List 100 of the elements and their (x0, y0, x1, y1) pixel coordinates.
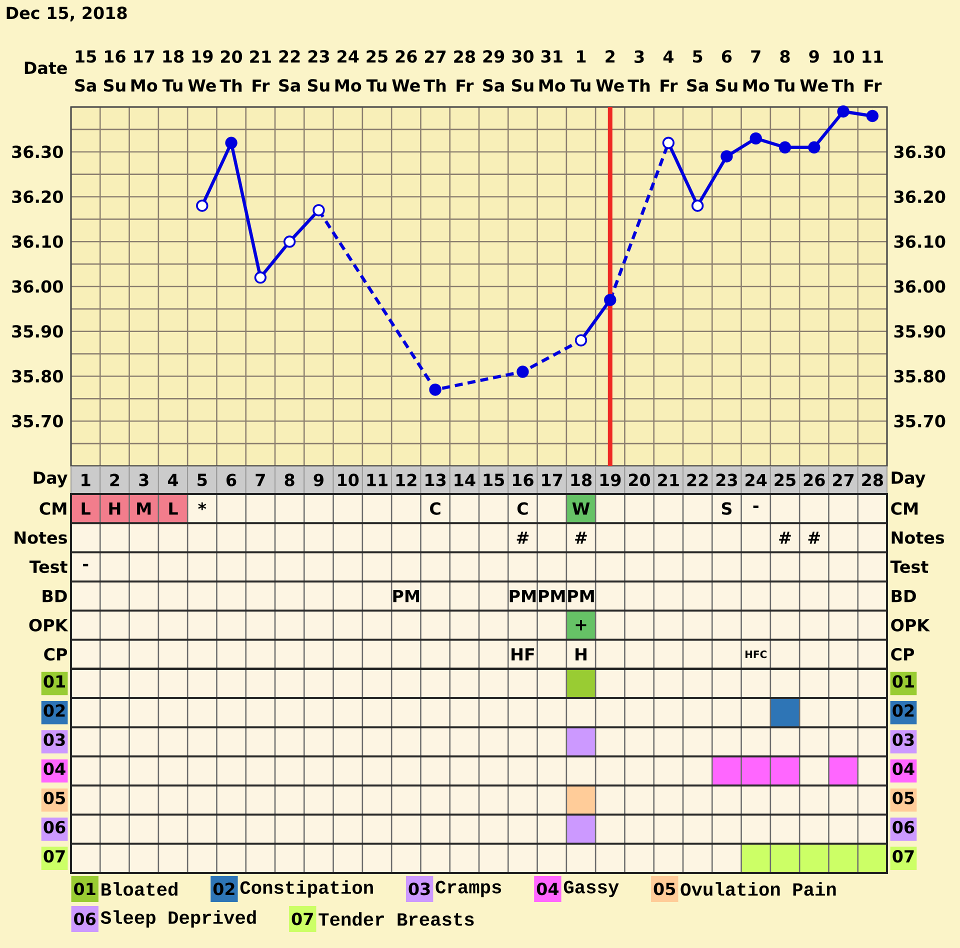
y-tick-label: 35.80 (12, 370, 63, 383)
text: * (198, 502, 206, 510)
x-tick-label: 11 (367, 474, 388, 486)
text: # (808, 532, 820, 544)
category-label: 02 (213, 882, 234, 896)
text: M (137, 502, 151, 515)
text: PM (568, 590, 594, 602)
category-label: 01 (74, 882, 96, 896)
x-axis-title: Day (34, 472, 68, 488)
y-tick-label: 36.20 (12, 190, 63, 204)
y-tick-label: 35.70 (12, 414, 63, 428)
x2-tick-label: 27 Th (424, 50, 446, 92)
x-tick-label: 21 (658, 474, 679, 486)
x-tick-label: 18 (571, 474, 592, 486)
y-tick-label: 36.30 (12, 146, 63, 158)
x-tick-label: 25 (774, 474, 796, 486)
text: PM (393, 590, 420, 602)
x2-tick-label: 16 Su (104, 50, 126, 92)
legend-label: Sleep Deprived (100, 910, 256, 928)
y-tick-label: CM (40, 502, 66, 515)
text: HFC (746, 650, 766, 658)
category-label: 05 (654, 882, 676, 896)
x-tick-label: 28 (862, 474, 883, 486)
x2-tick-label: 22 Sa (279, 50, 300, 92)
y-tick-label: 07 (892, 850, 914, 863)
legend-label: Tender Breasts (318, 912, 474, 926)
text: C (430, 502, 440, 515)
text: S (722, 502, 732, 515)
x2-tick-label: 17 Mo (131, 50, 158, 92)
x-tick-label: 8 (284, 474, 294, 486)
y-tick-label: 05 (892, 792, 914, 804)
x-tick-label: 15 (484, 474, 504, 486)
text: HF (512, 648, 534, 660)
text: PM (538, 590, 565, 602)
category-label: 04 (536, 882, 559, 896)
text: L (82, 502, 90, 515)
x-tick-label: 4 (168, 474, 178, 486)
legend-label: Bloated (102, 882, 178, 896)
x-tick-label: 19 (600, 474, 621, 486)
x2-tick-label: 31 Mo (539, 50, 566, 92)
y-tick-label: Notes (14, 532, 67, 544)
x2-tick-label: 19 We (188, 50, 216, 92)
x2-tick-label: 10 Th (832, 50, 854, 92)
x-tick-label: 24 (746, 474, 767, 486)
legend-label: Ovulation Pain (680, 882, 836, 896)
chart-title: Dec 15, 2018 (6, 6, 127, 22)
x-tick-label: 12 (396, 474, 416, 486)
x2-tick-label: 11 Fr (862, 50, 883, 92)
text: # (779, 532, 791, 544)
x2-tick-label: 21 Fr (250, 50, 271, 92)
legend-label: Constipation (240, 880, 373, 898)
text: + (576, 620, 586, 630)
text: H (576, 648, 586, 660)
x-tick-label: 2 (110, 474, 120, 486)
y-tick-label: 06 (892, 820, 914, 834)
x-tick-label: 27 (833, 474, 854, 486)
x2-tick-label: 15 Sa (75, 50, 96, 92)
x2-tick-label: 24 Mo (335, 50, 362, 92)
x-tick-label: 17 (542, 474, 562, 486)
text: Day (892, 472, 926, 488)
y-tick-label: Test (29, 560, 68, 574)
x2-tick-label: 26 We (392, 50, 420, 92)
y-tick-label: 02 (892, 704, 914, 717)
x2-axis-title: Date (24, 62, 67, 74)
x-tick-label: 16 (513, 474, 534, 486)
text: - (83, 564, 88, 566)
x2-tick-label: 7 Mo (743, 50, 770, 92)
category-label: 06 (74, 912, 96, 926)
x2-tick-label: 20 Th (220, 50, 242, 92)
x2-tick-label: 4 Fr (660, 50, 678, 92)
category-label: 07 (292, 912, 313, 926)
x2-tick-label: 2 We (596, 50, 624, 92)
x2-tick-label: 29 Sa (483, 50, 504, 92)
x2-tick-label: 6 Su (716, 50, 738, 92)
x2-tick-label: 1 Tu (570, 50, 590, 92)
y-tick-label: OPK (29, 618, 68, 632)
x2-tick-label: 5 Sa (687, 50, 708, 92)
x2-tick-label: 18 Tu (162, 50, 184, 92)
x-tick-label: 23 (716, 474, 737, 486)
x-tick-label: 5 (198, 474, 207, 486)
text: PM (510, 590, 536, 602)
x-tick-label: 26 (804, 474, 825, 486)
x2-tick-label: 9 We (800, 50, 828, 92)
legend-label: Gassy (564, 880, 619, 898)
x-tick-label: 9 (314, 474, 324, 486)
x2-tick-label: 30 Su (512, 50, 534, 92)
x-tick-label: 1 (82, 474, 90, 486)
y-tick-label: CP (44, 648, 68, 661)
legend-label: Cramps (436, 880, 502, 898)
x2-tick-label: 8 Tu (774, 50, 794, 92)
text: # (516, 532, 529, 544)
y-tick-label: 01 (892, 675, 914, 688)
x-tick-label: 7 (256, 474, 265, 486)
y-tick-label: 36.10 (12, 235, 63, 248)
y-tick-label: 04 (892, 762, 914, 776)
y-tick-label: 35.90 (12, 325, 63, 338)
x-tick-label: 10 (338, 474, 359, 486)
category-label: 03 (408, 882, 430, 896)
text: - (753, 506, 758, 508)
text: W (572, 502, 590, 515)
